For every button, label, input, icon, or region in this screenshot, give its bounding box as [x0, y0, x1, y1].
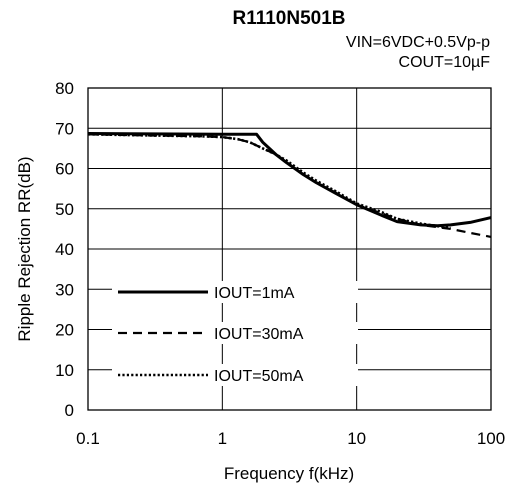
- legend-label: IOUT=50mA: [214, 368, 304, 385]
- series-line-dashed: [87, 133, 492, 238]
- legend-backdrop: [112, 322, 358, 344]
- y-tick-label: 50: [55, 200, 74, 219]
- legend-backdrop: [112, 281, 358, 303]
- y-tick-label: 10: [55, 361, 74, 380]
- y-tick-label: 30: [55, 280, 74, 299]
- plot-frame: [87, 87, 492, 411]
- x-tick-label: 1: [218, 429, 227, 448]
- y-axis-label: Ripple Rejection RR(dB): [15, 156, 34, 341]
- legend-backdrop: [112, 364, 358, 386]
- chart-title: R1110N501B: [232, 8, 345, 29]
- y-tick-label: 20: [55, 321, 74, 340]
- x-tick-label: 0.1: [76, 429, 100, 448]
- series-line-dotted: [87, 133, 451, 230]
- y-tick-label: 40: [55, 240, 74, 259]
- x-axis-label: Frequency f(kHz): [224, 464, 354, 483]
- x-tick-label: 100: [477, 429, 505, 448]
- series-line-solid: [87, 132, 492, 228]
- legend-label: IOUT=30mA: [214, 326, 304, 343]
- x-tick-label: 10: [347, 429, 366, 448]
- condition-cout: COUT=10µF: [399, 54, 491, 71]
- y-tick-label: 0: [65, 401, 74, 420]
- y-tick-label: 70: [55, 119, 74, 138]
- legend: IOUT=1mA IOUT=30mA IOUT=50mA: [112, 281, 358, 386]
- condition-vin: VIN=6VDC+0.5Vp-p: [346, 34, 490, 51]
- y-tick-label: 60: [55, 160, 74, 179]
- y-tick-label: 80: [55, 79, 74, 98]
- series-group: [87, 132, 492, 238]
- legend-label: IOUT=1mA: [214, 285, 295, 302]
- tick-labels: 0 10 20 30 40 50 60 70 80 0.1 1 10 100: [55, 79, 505, 448]
